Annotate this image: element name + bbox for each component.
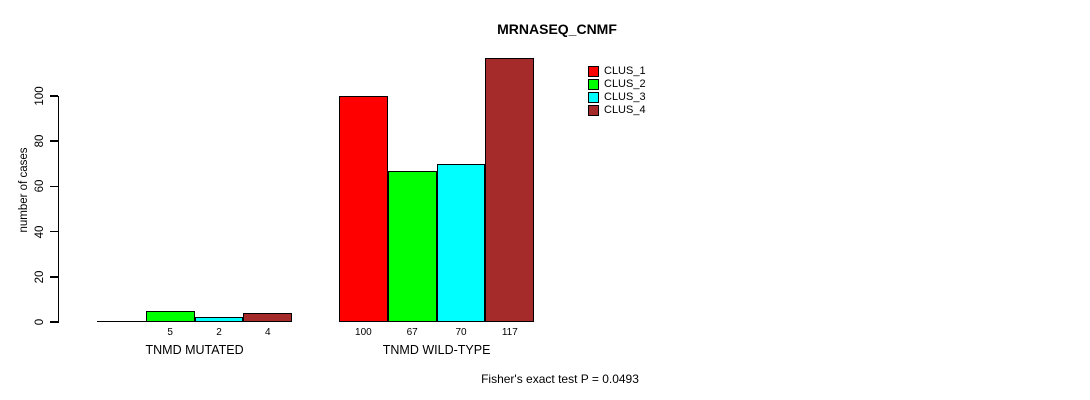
y-axis-tick (49, 185, 58, 188)
y-axis-tick (49, 140, 58, 142)
y-axis-tick-label: 80 (34, 134, 46, 148)
group-baseline (97, 320, 293, 322)
annotation-text: Fisher's exact test P = 0.0493 (481, 372, 639, 386)
y-axis-tick-label: 0 (34, 318, 46, 326)
bar-clus_3 (436, 163, 486, 322)
legend-item: CLUS_2 (588, 78, 646, 91)
legend-color-swatch (588, 92, 599, 103)
legend-label: CLUS_2 (604, 78, 646, 90)
group-baseline (339, 320, 535, 322)
chart-title: MRNASEQ_CNMF (497, 21, 617, 37)
bar-value-label: 4 (265, 327, 271, 338)
bar-clus_2 (387, 170, 437, 322)
y-axis-line (57, 96, 59, 323)
y-axis-tick-label: 40 (34, 225, 46, 238)
y-axis-tick-label: 60 (34, 179, 46, 193)
legend-item: CLUS_4 (588, 104, 646, 117)
legend-item: CLUS_1 (588, 65, 646, 78)
legend: CLUS_1 CLUS_2 CLUS_3 CLUS_4 (588, 65, 646, 117)
bar-value-label: 100 (355, 327, 372, 338)
y-axis-tick-label: 100 (34, 86, 46, 106)
legend-label: CLUS_1 (604, 65, 646, 77)
legend-label: CLUS_3 (604, 91, 646, 103)
group-label: TNMD WILD-TYPE (382, 343, 491, 357)
bar-value-label: 117 (501, 327, 518, 338)
bar-clus_4 (485, 57, 535, 322)
y-axis-label: number of cases (18, 147, 30, 233)
bar-value-label: 2 (216, 327, 222, 338)
y-axis-tick (49, 321, 58, 323)
legend-label: CLUS_4 (604, 104, 646, 116)
y-axis-tick-label: 20 (34, 270, 46, 284)
bar-value-label: 5 (167, 327, 173, 338)
bar-clus_1 (339, 96, 388, 322)
y-axis-tick (49, 95, 58, 97)
legend-color-swatch (588, 66, 599, 77)
bar-value-label: 70 (455, 327, 467, 338)
legend-item: CLUS_3 (588, 91, 646, 104)
bar-value-label: 67 (406, 327, 418, 338)
legend-color-swatch (588, 79, 599, 90)
y-axis-tick (49, 276, 58, 278)
legend-color-swatch (588, 105, 599, 116)
group-label: TNMD MUTATED (145, 343, 244, 357)
y-axis-tick (49, 230, 58, 233)
